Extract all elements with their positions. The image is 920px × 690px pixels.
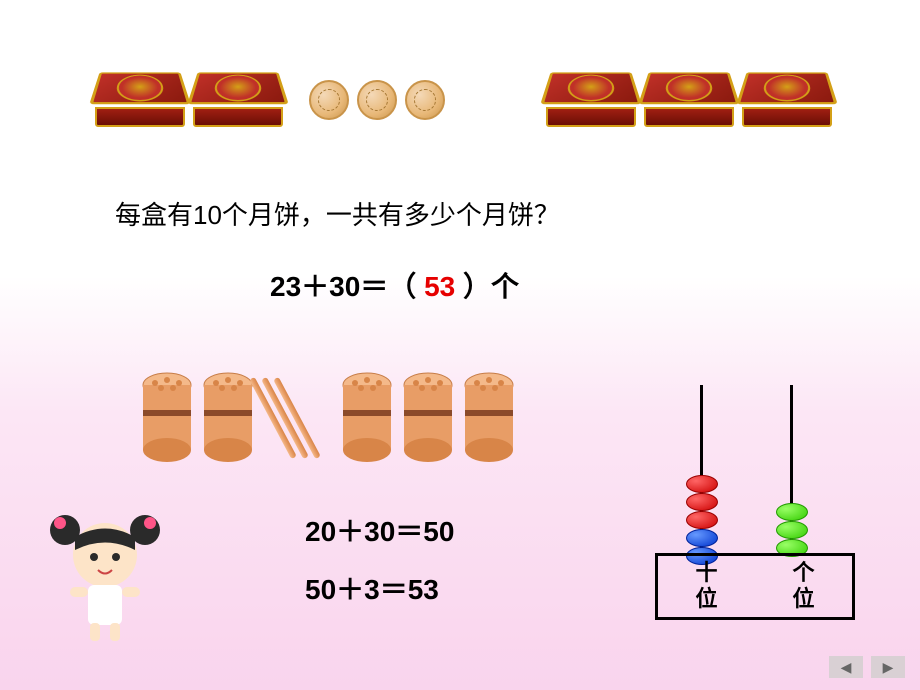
abacus-tens-rod (700, 385, 703, 555)
mooncake-row (95, 65, 832, 135)
ones-label-char1: 个 (792, 560, 814, 585)
abacus-ones-rod (790, 385, 793, 555)
abacus-ones-label: 个 位 (755, 556, 852, 617)
abacus-bead-green (776, 503, 808, 521)
abacus: 十 位 个 位 (655, 385, 855, 635)
abacus-base: 十 位 个 位 (655, 553, 855, 620)
right-sticks-group (340, 370, 517, 465)
abacus-bead-blue (686, 529, 718, 547)
prev-button[interactable]: ◀ (829, 656, 863, 678)
nav-arrows: ◀ ▶ (829, 656, 905, 678)
abacus-bead-green (776, 521, 808, 539)
equation-rhs: ）个 (463, 271, 519, 302)
stick-bundle (201, 370, 256, 465)
mooncake-box (546, 65, 636, 135)
loose-sticks (270, 373, 300, 463)
abacus-bead-red (686, 475, 718, 493)
stick-bundle (340, 370, 395, 465)
sub-equation-2: 50＋3＝53 (305, 568, 439, 608)
question-text: 每盒有10个月饼，一共有多少个月饼？ (115, 195, 560, 232)
abacus-bead-red (686, 511, 718, 529)
stick-bundle (401, 370, 456, 465)
mooncake (357, 80, 397, 120)
tens-label-char1: 十 (695, 560, 717, 585)
equation-lhs: 23＋30＝（ (270, 271, 416, 302)
sub-equation-1: 20＋30＝50 (305, 510, 454, 550)
main-equation: 23＋30＝（ 53 ）个 (270, 265, 519, 305)
mooncake-box (644, 65, 734, 135)
equation-answer: 53 (424, 271, 455, 302)
sticks-area (140, 370, 517, 465)
tens-label-char2: 位 (695, 586, 717, 611)
mooncake (309, 80, 349, 120)
ones-label-char2: 位 (792, 586, 814, 611)
girl-character (30, 495, 180, 645)
abacus-tens-label: 十 位 (658, 556, 755, 617)
stick-bundle (462, 370, 517, 465)
mooncake-box (95, 65, 185, 135)
mooncake-box (193, 65, 283, 135)
stick-bundle (140, 370, 195, 465)
mooncake (405, 80, 445, 120)
mooncake-box (742, 65, 832, 135)
abacus-bead-red (686, 493, 718, 511)
left-sticks-group (140, 370, 300, 465)
next-button[interactable]: ▶ (871, 656, 905, 678)
